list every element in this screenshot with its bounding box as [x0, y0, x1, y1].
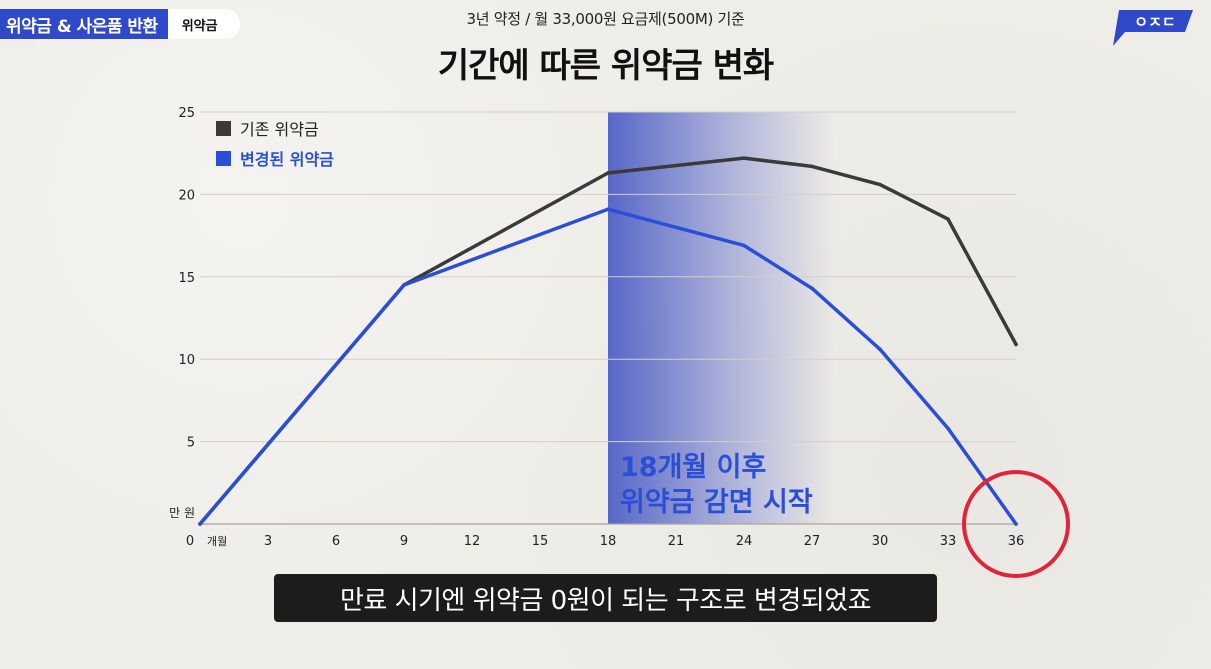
- brand-logo: ㅇㅈㄷ: [1113, 10, 1193, 46]
- x-tick-label: 36: [1008, 534, 1025, 549]
- series-changed-line: [198, 207, 1018, 526]
- data-point: [742, 243, 746, 248]
- y-axis-unit: 만 원: [169, 506, 195, 520]
- legend-label: 기존 위약금: [240, 120, 319, 139]
- data-point: [810, 286, 814, 291]
- data-point: [606, 171, 610, 175]
- data-point: [878, 347, 882, 352]
- legend-swatch: [216, 151, 231, 166]
- data-point: [878, 182, 882, 187]
- x-tick-label: 3: [264, 534, 272, 549]
- y-tick-label: 10: [178, 353, 195, 368]
- x-tick-label: 33: [940, 534, 957, 549]
- x-tick-label: 15: [532, 534, 549, 549]
- x-tick-label: 24: [736, 534, 753, 549]
- data-point: [946, 217, 950, 221]
- highlight-circle: [962, 470, 1070, 578]
- topic-label: 위약금 & 사은품 반환: [0, 9, 168, 39]
- y-tick-label: 5: [187, 436, 195, 451]
- data-point: [742, 156, 746, 160]
- x-tick-label: 0: [186, 534, 194, 549]
- data-point: [946, 426, 950, 431]
- x-tick-label: 9: [400, 534, 408, 549]
- data-point: [810, 164, 814, 169]
- x-tick-label: 18: [600, 534, 617, 549]
- topic-tag: 위약금 & 사은품 반환 위약금: [0, 9, 240, 39]
- highlight-annotation: 18개월 이후: [620, 452, 766, 483]
- series-existing-line: [198, 156, 1018, 526]
- data-point: [606, 207, 610, 212]
- y-tick-label: 25: [178, 106, 195, 121]
- highlight-annotation: 위약금 감면 시작: [620, 487, 813, 518]
- topic-sub-label: 위약금: [167, 9, 240, 39]
- legend-label: 변경된 위약금: [240, 150, 334, 169]
- x-axis-unit: 개월: [207, 535, 227, 548]
- chart-title: 기간에 따른 위약금 변화: [437, 46, 774, 86]
- x-tick-label: 21: [668, 534, 685, 549]
- brand-logo-text: ㅇㅈㄷ: [1134, 13, 1175, 31]
- y-tick-label: 15: [178, 271, 195, 286]
- y-tick-label: 20: [178, 188, 195, 203]
- data-point: [1014, 522, 1018, 526]
- x-tick-label: 12: [464, 534, 481, 549]
- x-tick-label: 6: [332, 534, 340, 549]
- legend-swatch: [216, 121, 231, 136]
- chart-subtitle: 3년 약정 / 월 33,000원 요금제(500M) 기준: [466, 10, 745, 28]
- data-point: [402, 283, 406, 287]
- highlight-band: [608, 112, 835, 524]
- subtitle-caption: 만료 시기엔 위약금 0원이 되는 구조로 변경되었죠: [274, 574, 937, 622]
- data-point: [198, 522, 202, 526]
- x-tick-label: 27: [804, 534, 821, 549]
- data-point: [1014, 342, 1018, 347]
- x-tick-label: 30: [872, 534, 889, 549]
